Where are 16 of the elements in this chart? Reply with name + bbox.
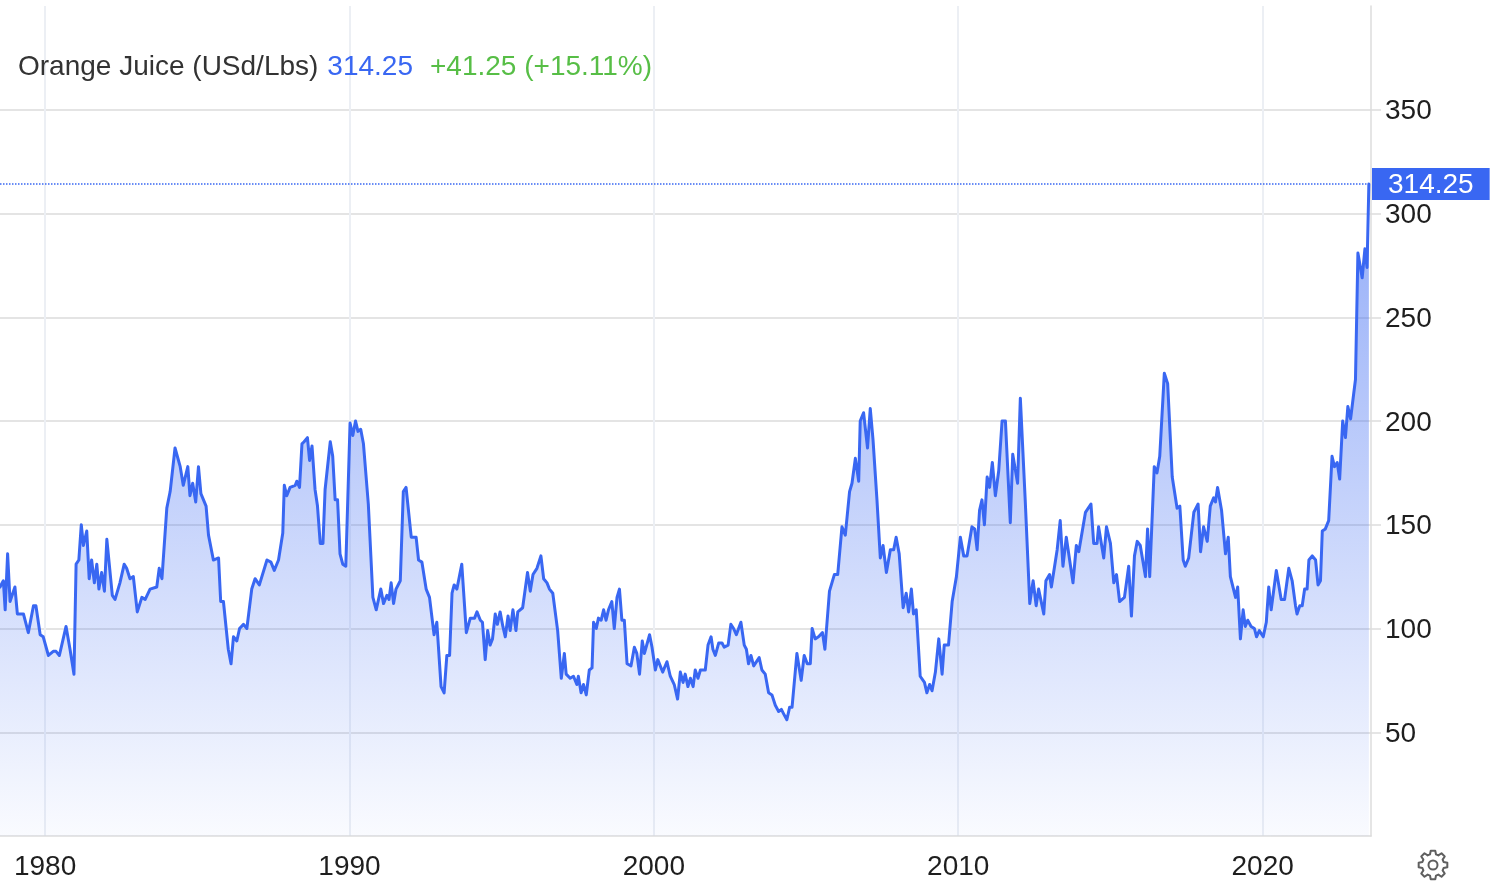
x-tick-label: 2000 — [622, 849, 685, 881]
text: Orange Juice (USd/Lbs) — [18, 49, 319, 83]
y-tick-label: 250 — [1385, 301, 1432, 333]
y-tick-label: 50 — [1385, 716, 1417, 748]
x-tick-label: 1990 — [318, 849, 381, 881]
x-tick-label: 1980 — [13, 849, 77, 881]
x-tick-label: 2020 — [1231, 849, 1294, 881]
x-tick-label: 2010 — [927, 849, 990, 881]
annotation: +41.25 (+15.11%) — [430, 49, 653, 83]
y-tick-label: 200 — [1385, 405, 1432, 437]
y-tick-label: 300 — [1385, 198, 1432, 229]
annotation: 314.25 — [327, 49, 413, 83]
y-tick-label: 150 — [1385, 509, 1432, 541]
y-tick-label: 350 — [1385, 94, 1432, 126]
y-tick-label: 100 — [1385, 613, 1432, 644]
ref-line-label: 314.25 — [1388, 168, 1474, 200]
